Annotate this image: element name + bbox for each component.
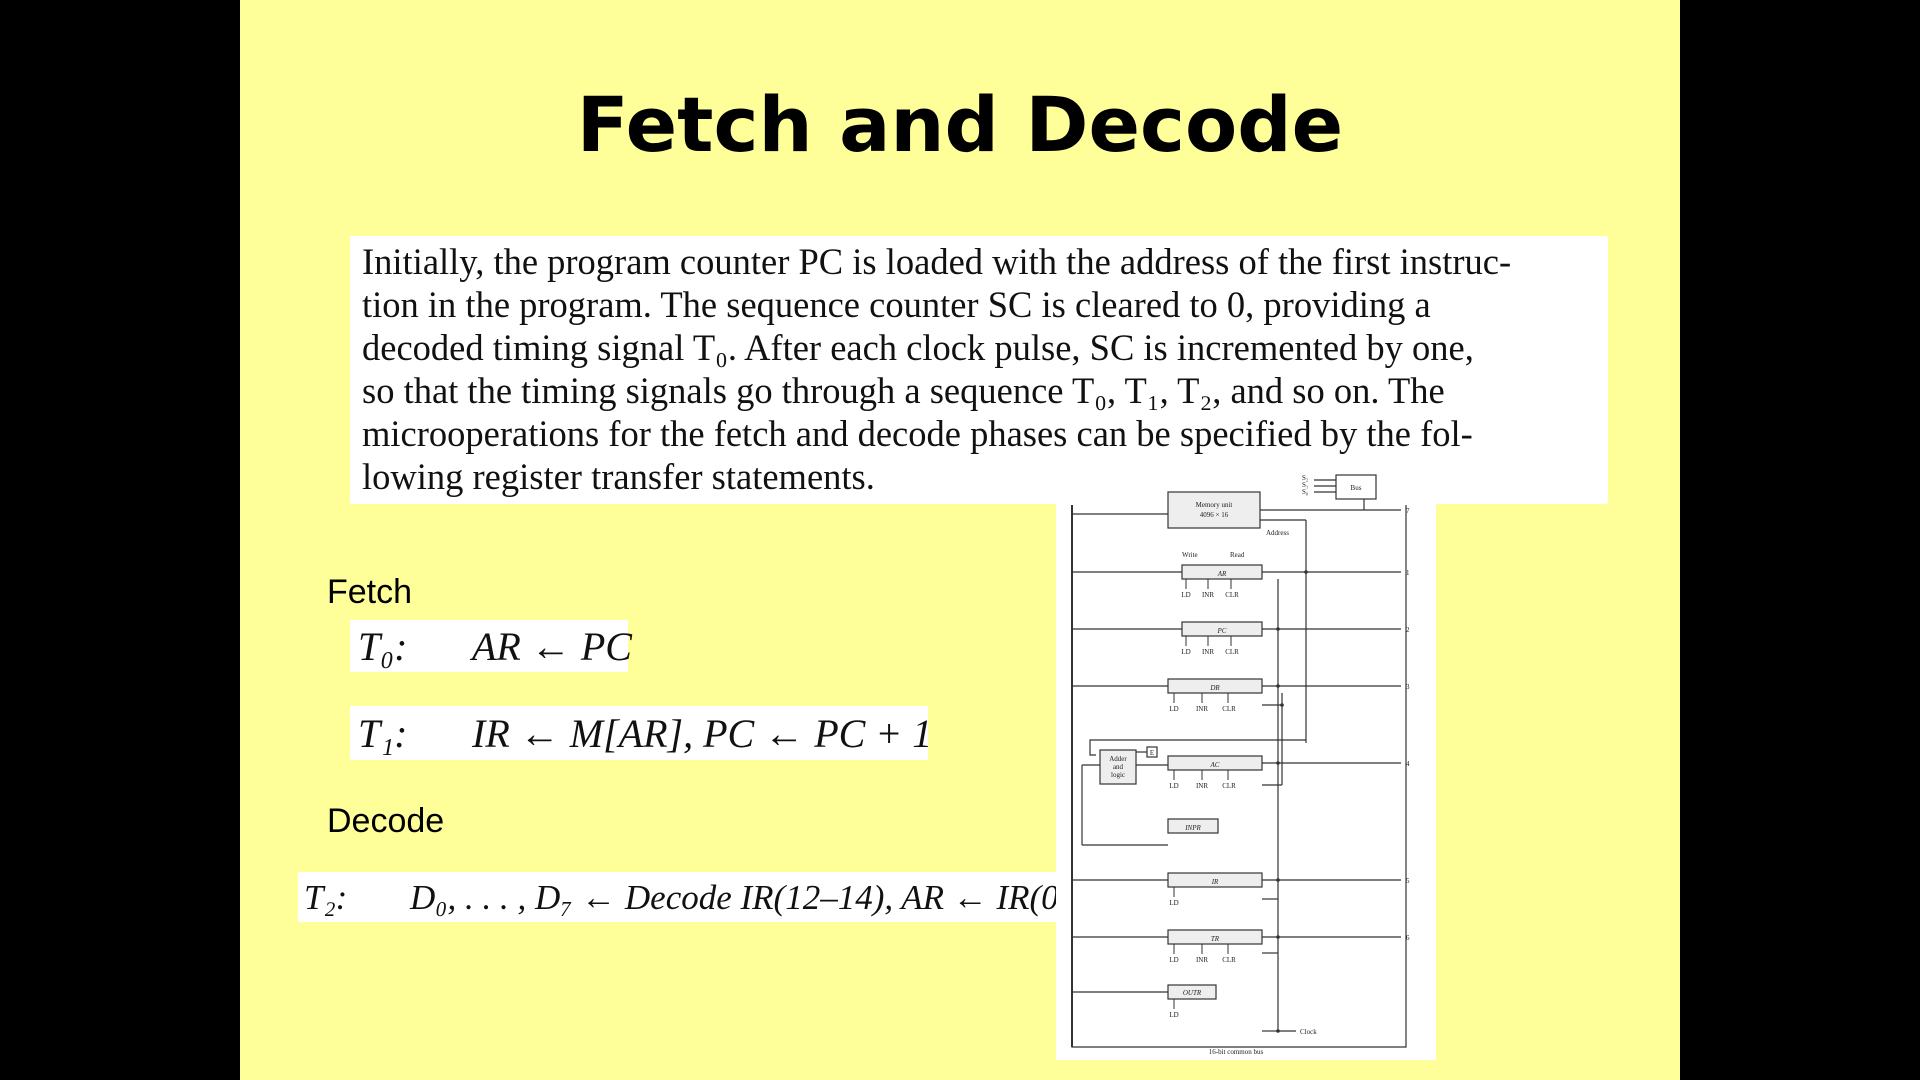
register-ac: AC [1210, 761, 1220, 769]
register-inpr: INPR [1184, 824, 1201, 832]
t1-expression: IR ← M[AR], PC ← PC + 1 [472, 711, 933, 756]
t0-expression: AR ← PC [472, 624, 632, 669]
adder-label-line: logic [1111, 771, 1125, 779]
control-clr: CLR [1222, 782, 1236, 790]
register-ir: IR [1211, 878, 1219, 886]
bus-number: 5 [1406, 877, 1410, 885]
bus-number: 3 [1406, 683, 1410, 691]
select-label-s1: S₁ [1302, 481, 1308, 489]
control-ld: LD [1181, 591, 1190, 599]
control-inr: INR [1196, 782, 1208, 790]
t1-label: T₁: [358, 711, 408, 756]
fetch-heading: Fetch [327, 573, 413, 611]
bus-number: 4 [1406, 760, 1410, 768]
register-ar: AR [1217, 570, 1227, 578]
t2-label: T₂: [304, 878, 348, 917]
adder-label-line: Adder [1109, 755, 1127, 763]
memory-label: Memory unit [1196, 501, 1233, 509]
t0-equation: T₀: AR ← PC [350, 620, 632, 672]
control-inr: INR [1202, 591, 1214, 599]
control-ld: LD [1169, 956, 1178, 964]
read-label: Read [1230, 551, 1245, 559]
control-ld: LD [1169, 899, 1178, 907]
common-bus-label: 16-bit common bus [1209, 1048, 1264, 1056]
control-ld: LD [1169, 782, 1178, 790]
paragraph-line: Initially, the program counter PC is loa… [362, 241, 1512, 282]
control-inr: INR [1196, 956, 1208, 964]
decode-heading: Decode [327, 802, 445, 840]
paragraph-line: microoperations for the fetch and decode… [362, 413, 1473, 454]
diagram-canvas: S₂ S₁ S₀ Bus Memory unit 4096 × 16 Addre… [1071, 474, 1410, 1056]
register-tr: TR [1211, 935, 1220, 943]
control-ld: LD [1169, 705, 1178, 713]
register-dr: DR [1209, 684, 1220, 692]
e-flag-label: E [1150, 749, 1154, 757]
adder-label-line: and [1113, 763, 1124, 771]
select-label-s2: S₂ [1302, 474, 1309, 482]
bus-label: Bus [1351, 484, 1362, 492]
address-label: Address [1266, 529, 1289, 537]
write-label: Write [1182, 551, 1198, 559]
control-clr: CLR [1222, 705, 1236, 713]
clock-label: Clock [1300, 1028, 1317, 1036]
select-label-s0: S₀ [1302, 488, 1309, 496]
paragraph-line: so that the timing signals go through a … [362, 370, 1445, 411]
intro-paragraph: Initially, the program counter PC is loa… [350, 236, 1608, 504]
control-inr: INR [1202, 648, 1214, 656]
paragraph-line: lowing register transfer statements. [362, 456, 875, 497]
register-pc: PC [1217, 627, 1227, 635]
control-clr: CLR [1222, 956, 1236, 964]
paragraph-line: tion in the program. The sequence counte… [362, 284, 1431, 325]
control-clr: CLR [1225, 591, 1239, 599]
memory-size-label: 4096 × 16 [1200, 511, 1229, 519]
bus-number: 6 [1406, 934, 1410, 942]
control-ld: LD [1169, 1011, 1178, 1019]
slide-title: Fetch and Decode [576, 80, 1344, 169]
bus-system-diagram: S₂ S₁ S₀ Bus Memory unit 4096 × 16 Addre… [1056, 465, 1436, 1060]
control-clr: CLR [1225, 648, 1239, 656]
control-ld: LD [1181, 648, 1190, 656]
register-outr: OUTR [1183, 989, 1202, 997]
t0-label: T₀: [358, 624, 408, 669]
bus-number: 1 [1406, 569, 1410, 577]
paragraph-line: decoded timing signal T₀. After each clo… [362, 327, 1474, 368]
bus-number: 7 [1406, 507, 1410, 515]
slide: Fetch and Decode Initially, the program … [240, 0, 1680, 1080]
bus-number: 2 [1406, 626, 1410, 634]
control-inr: INR [1196, 705, 1208, 713]
t1-equation: T₁: IR ← M[AR], PC ← PC + 1 [350, 706, 932, 760]
